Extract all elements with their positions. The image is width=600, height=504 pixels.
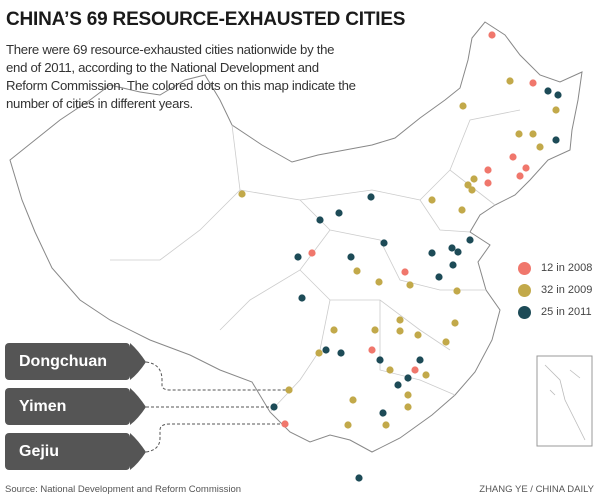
- city-dot-2008: [368, 346, 376, 354]
- callout-connectors: [145, 361, 289, 453]
- city-dot-2011: [454, 248, 462, 256]
- callout-dongchuan: Dongchuan: [5, 343, 130, 380]
- city-dot-2009: [414, 331, 422, 339]
- city-dot-2008: [484, 179, 492, 187]
- city-dot-2009: [459, 102, 467, 110]
- city-dot-2009: [536, 143, 544, 151]
- city-dot-2011: [376, 356, 384, 364]
- city-dot-2011: [404, 374, 412, 382]
- connector-dongchuan: [145, 361, 289, 391]
- city-dot-2009: [458, 206, 466, 214]
- legend-label: 32 in 2009: [541, 284, 593, 296]
- credit: ZHANG YE / CHINA DAILY: [479, 484, 594, 495]
- city-dot-2009: [396, 316, 404, 324]
- city-dot-2009: [529, 130, 537, 138]
- source-note: Source: National Development and Reform …: [5, 484, 242, 495]
- south-china-sea-inset: [536, 355, 593, 447]
- page-title: CHINA’S 69 RESOURCE-EXHAUSTED CITIES: [6, 9, 406, 30]
- city-dot-2009: [506, 77, 514, 85]
- city-dot-2011: [394, 381, 402, 389]
- province-borders: [110, 109, 521, 413]
- city-dot-2009: [406, 281, 414, 289]
- city-dot-2008: [509, 153, 517, 161]
- city-dot-2009: [422, 371, 430, 379]
- city-dot-2009: [470, 175, 478, 183]
- city-dot-2009: [404, 391, 412, 399]
- legend-label: 12 in 2008: [541, 262, 593, 274]
- city-dot-2011: [322, 346, 330, 354]
- connector-gejiu: [145, 423, 285, 453]
- city-dot-2008: [488, 31, 496, 39]
- inset-islands: [544, 364, 586, 441]
- dot-2011-icon: [518, 305, 531, 319]
- city-dot-2009: [353, 267, 361, 275]
- dot-2009-icon: [518, 283, 531, 297]
- city-dot-2011: [466, 236, 474, 244]
- legend-item-2009: 32 in 2009: [518, 279, 592, 301]
- city-dot-2011: [416, 356, 424, 364]
- city-dot-2011: [294, 253, 302, 261]
- city-dot-2011: [448, 244, 456, 252]
- city-dots: [238, 31, 562, 482]
- city-dot-2009: [285, 386, 293, 394]
- city-dot-2009: [238, 190, 246, 198]
- city-dot-2009: [451, 319, 459, 327]
- city-dot-2008: [529, 79, 537, 87]
- city-dot-2008: [281, 420, 289, 428]
- callout-yimen: Yimen: [5, 388, 130, 425]
- city-dot-2011: [554, 91, 562, 99]
- city-dot-2008: [522, 164, 530, 172]
- city-dot-2011: [435, 273, 443, 281]
- city-dot-2011: [449, 261, 457, 269]
- city-dot-2011: [367, 193, 375, 201]
- city-dot-2009: [386, 366, 394, 374]
- city-dot-2009: [552, 106, 560, 114]
- city-dot-2011: [552, 136, 560, 144]
- city-dot-2009: [404, 403, 412, 411]
- city-dot-2011: [544, 87, 552, 95]
- city-dot-2011: [428, 249, 436, 257]
- city-dot-2011: [270, 403, 278, 411]
- legend: 12 in 2008 32 in 2009 25 in 2011: [518, 257, 592, 323]
- china-outline: [9, 21, 583, 453]
- city-dot-2009: [344, 421, 352, 429]
- city-dot-2011: [355, 474, 363, 482]
- city-dot-2011: [337, 349, 345, 357]
- dot-2008-icon: [518, 261, 531, 275]
- city-dot-2009: [330, 326, 338, 334]
- city-dot-2008: [411, 366, 419, 374]
- city-dot-2009: [468, 186, 476, 194]
- city-dot-2008: [516, 172, 524, 180]
- city-dot-2009: [442, 338, 450, 346]
- city-dot-2009: [349, 396, 357, 404]
- callout-gejiu: Gejiu: [5, 433, 130, 470]
- legend-label: 25 in 2011: [541, 306, 592, 318]
- legend-item-2008: 12 in 2008: [518, 257, 592, 279]
- description: There were 69 resource-exhausted cities …: [6, 42, 356, 111]
- city-dot-2009: [396, 327, 404, 335]
- city-dot-2009: [375, 278, 383, 286]
- city-dot-2008: [308, 249, 316, 257]
- city-dot-2009: [428, 196, 436, 204]
- city-dot-2011: [316, 216, 324, 224]
- city-dot-2009: [464, 181, 472, 189]
- city-dot-2009: [371, 326, 379, 334]
- city-dot-2011: [380, 239, 388, 247]
- city-dot-2011: [335, 209, 343, 217]
- city-dot-2009: [382, 421, 390, 429]
- city-dot-2011: [347, 253, 355, 261]
- city-dot-2008: [401, 268, 409, 276]
- legend-item-2011: 25 in 2011: [518, 301, 592, 323]
- city-dot-2009: [453, 287, 461, 295]
- city-dot-2008: [484, 166, 492, 174]
- city-dot-2011: [379, 409, 387, 417]
- city-dot-2009: [515, 130, 523, 138]
- city-dot-2009: [315, 349, 323, 357]
- city-dot-2011: [298, 294, 306, 302]
